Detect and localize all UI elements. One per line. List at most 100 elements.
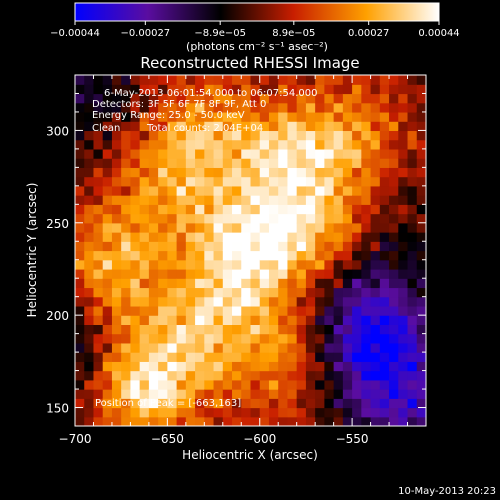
heatmap-cell	[158, 296, 168, 307]
heatmap-cell	[315, 296, 325, 307]
heatmap-cell	[176, 342, 187, 353]
heatmap-cell	[139, 232, 150, 242]
heatmap-cell	[342, 259, 353, 270]
heatmap-cell	[250, 342, 261, 353]
heatmap-cell	[222, 416, 233, 426]
heatmap-cell	[185, 148, 196, 159]
heatmap-cell	[176, 398, 187, 409]
heatmap-cell	[333, 167, 344, 178]
heatmap-cell	[389, 370, 399, 381]
heatmap-cell	[195, 93, 205, 104]
heatmap-cell	[250, 296, 261, 307]
heatmap-cell	[278, 222, 289, 233]
heatmap-cell	[241, 158, 252, 168]
heatmap-cell	[287, 416, 298, 426]
heatmap-cell	[268, 416, 279, 426]
heatmap-cell	[379, 379, 390, 390]
heatmap-cell	[315, 213, 325, 224]
heatmap-cell	[195, 287, 205, 298]
heatmap-cell	[296, 407, 307, 418]
heatmap-cell	[176, 195, 187, 205]
heatmap-cell	[379, 315, 390, 325]
heatmap-cell	[195, 250, 205, 261]
heatmap-cell	[407, 389, 418, 399]
heatmap-cell	[398, 139, 409, 150]
heatmap-cell	[352, 102, 362, 113]
heatmap-cell	[185, 158, 196, 168]
heatmap-cell	[398, 342, 409, 353]
heatmap-cell	[305, 370, 316, 381]
heatmap-cell	[398, 389, 409, 399]
heatmap-cell	[315, 342, 325, 353]
heatmap-cell	[287, 75, 298, 85]
heatmap-cell	[204, 241, 215, 252]
annotation-energy: Energy Range: 25.0 - 50.0 keV	[92, 110, 245, 121]
heatmap-cell	[416, 185, 426, 196]
heatmap-cell	[185, 232, 196, 242]
heatmap-cell	[222, 75, 233, 85]
heatmap-cell	[204, 111, 215, 122]
heatmap-cell	[167, 342, 178, 353]
heatmap-cell	[130, 379, 141, 390]
heatmap-cell	[195, 176, 205, 187]
heatmap-cell	[167, 130, 178, 141]
heatmap-cell	[352, 167, 362, 178]
heatmap-cell	[158, 389, 168, 399]
heatmap-cell	[93, 352, 104, 362]
heatmap-cell	[232, 398, 242, 409]
heatmap-cell	[278, 416, 289, 426]
heatmap-cell	[93, 389, 104, 399]
heatmap-cell	[195, 195, 205, 205]
heatmap-cell	[130, 352, 141, 362]
heatmap-cell	[268, 296, 279, 307]
heatmap-cell	[222, 130, 233, 141]
heatmap-cell	[213, 287, 224, 298]
heatmap-cell	[324, 407, 335, 418]
heatmap-cell	[121, 370, 132, 381]
heatmap-cell	[278, 84, 289, 95]
heatmap-cell	[213, 268, 224, 279]
heatmap-cell	[324, 111, 335, 122]
heatmap-cell	[102, 389, 113, 399]
heatmap-cell	[102, 121, 113, 132]
heatmap-cell	[416, 315, 426, 325]
heatmap-cell	[398, 407, 409, 418]
heatmap-cell	[213, 130, 224, 141]
heatmap-cell	[222, 250, 233, 261]
heatmap-cell	[176, 296, 187, 307]
heatmap-cell	[259, 268, 270, 279]
heatmap-cell	[222, 379, 233, 390]
heatmap-cell	[259, 185, 270, 196]
heatmap-cell	[315, 102, 325, 113]
heatmap-cell	[121, 361, 132, 372]
heatmap-cell	[370, 389, 381, 399]
heatmap-cell	[324, 278, 335, 289]
colorbar-unit-label: (photons cm⁻² s⁻¹ asec⁻²)	[186, 40, 328, 53]
heatmap-cell	[185, 250, 196, 261]
heatmap-cell	[287, 250, 298, 261]
heatmap-cell	[342, 268, 353, 279]
heatmap-cell	[315, 333, 325, 344]
heatmap-cell	[342, 250, 353, 261]
heatmap-cell	[333, 185, 344, 196]
heatmap-cell	[241, 185, 252, 196]
heatmap-cell	[278, 250, 289, 261]
heatmap-cell	[185, 121, 196, 132]
heatmap-cell	[139, 250, 150, 261]
heatmap-cell	[213, 232, 224, 242]
heatmap-cell	[268, 111, 279, 122]
heatmap-cell	[268, 352, 279, 362]
heatmap-cell	[315, 268, 325, 279]
heatmap-cell	[213, 370, 224, 381]
heatmap-cell	[139, 102, 150, 113]
heatmap-cell	[111, 315, 122, 325]
heatmap-cell	[148, 370, 159, 381]
heatmap-cell	[296, 361, 307, 372]
heatmap-cell	[250, 379, 261, 390]
heatmap-cell	[241, 333, 252, 344]
heatmap-cell	[213, 305, 224, 316]
heatmap-cell	[268, 195, 279, 205]
heatmap-cell	[204, 342, 215, 353]
heatmap-cell	[75, 315, 85, 325]
heatmap-cell	[139, 158, 150, 168]
